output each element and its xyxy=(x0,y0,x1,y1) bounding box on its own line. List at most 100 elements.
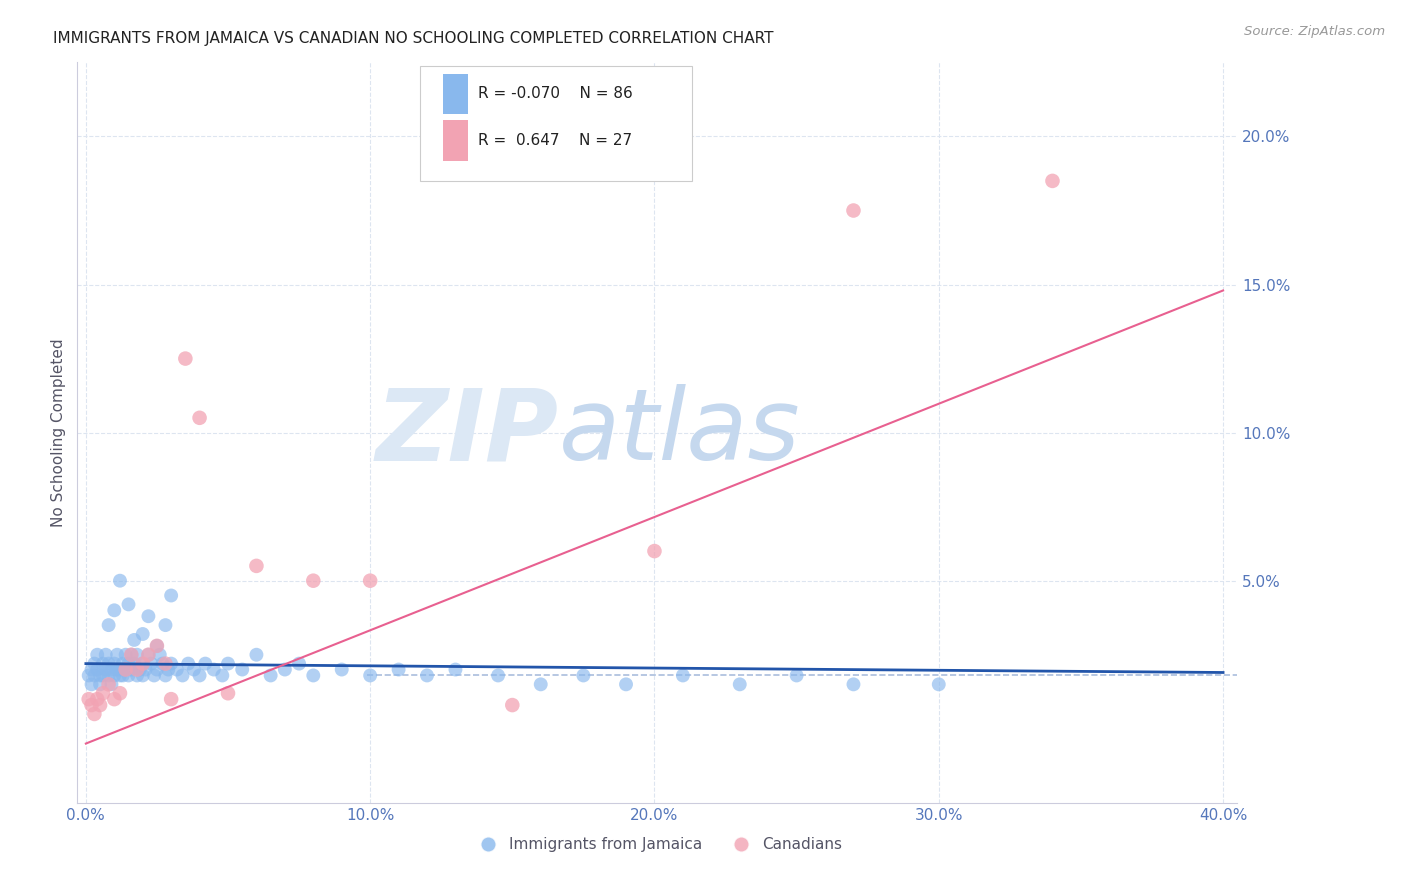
Point xyxy=(108,663,131,677)
Point xyxy=(1042,174,1064,188)
Point xyxy=(132,627,155,641)
Point xyxy=(103,692,125,706)
Point xyxy=(103,603,125,617)
Point xyxy=(80,663,103,677)
Point xyxy=(114,663,136,677)
Point xyxy=(842,677,865,691)
Point xyxy=(122,657,145,671)
Point xyxy=(194,657,217,671)
Point xyxy=(183,663,205,677)
Point xyxy=(122,632,145,647)
Point xyxy=(143,668,166,682)
Point xyxy=(149,648,172,662)
Point xyxy=(100,677,122,691)
Point xyxy=(302,574,325,588)
Point xyxy=(643,544,665,558)
Point xyxy=(188,410,211,425)
Point xyxy=(117,657,139,671)
Point xyxy=(217,657,239,671)
Point xyxy=(80,698,103,712)
Point xyxy=(138,648,160,662)
Point xyxy=(89,698,111,712)
Point xyxy=(114,663,136,677)
Point xyxy=(103,657,125,671)
Point xyxy=(330,663,353,677)
Point xyxy=(105,663,128,677)
Point xyxy=(274,663,297,677)
Point xyxy=(125,663,148,677)
FancyBboxPatch shape xyxy=(443,73,468,114)
Point xyxy=(172,668,194,682)
Point xyxy=(530,677,553,691)
Point xyxy=(211,668,233,682)
Point xyxy=(91,686,114,700)
Point xyxy=(141,657,163,671)
Point xyxy=(83,706,105,721)
Point xyxy=(108,686,131,700)
Point xyxy=(259,668,281,682)
Point xyxy=(105,648,128,662)
Point xyxy=(155,668,177,682)
Point xyxy=(120,648,142,662)
Point xyxy=(80,677,103,691)
Point xyxy=(188,668,211,682)
Point xyxy=(103,668,125,682)
Point xyxy=(86,663,108,677)
Point xyxy=(120,648,142,662)
Point xyxy=(111,657,134,671)
Point xyxy=(359,668,381,682)
Point xyxy=(138,609,160,624)
Point xyxy=(89,677,111,691)
Point xyxy=(166,663,188,677)
Point xyxy=(177,657,200,671)
Point xyxy=(174,351,197,366)
Point xyxy=(132,657,155,671)
Point xyxy=(97,618,120,632)
Text: Source: ZipAtlas.com: Source: ZipAtlas.com xyxy=(1244,25,1385,38)
Point xyxy=(108,574,131,588)
Point xyxy=(146,663,169,677)
Point xyxy=(100,663,122,677)
Text: R = -0.070    N = 86: R = -0.070 N = 86 xyxy=(478,87,633,102)
Point xyxy=(91,668,114,682)
Point xyxy=(86,648,108,662)
Point xyxy=(786,668,808,682)
FancyBboxPatch shape xyxy=(443,120,468,161)
Point xyxy=(125,648,148,662)
Text: ZIP: ZIP xyxy=(375,384,558,481)
Point xyxy=(146,639,169,653)
Point xyxy=(572,668,595,682)
Point xyxy=(97,677,120,691)
Point xyxy=(444,663,467,677)
Point xyxy=(928,677,950,691)
Point xyxy=(89,668,111,682)
Point xyxy=(231,663,253,677)
Point xyxy=(152,657,174,671)
Point xyxy=(217,686,239,700)
Point xyxy=(288,657,311,671)
Point xyxy=(155,618,177,632)
Point xyxy=(97,668,120,682)
Point xyxy=(128,663,150,677)
Point xyxy=(245,648,267,662)
Point xyxy=(94,648,117,662)
Point xyxy=(94,663,117,677)
Point xyxy=(135,663,157,677)
Point xyxy=(114,648,136,662)
Point xyxy=(359,574,381,588)
Point xyxy=(108,668,131,682)
Point xyxy=(120,663,142,677)
Point xyxy=(97,657,120,671)
Point xyxy=(160,589,183,603)
Point xyxy=(155,657,177,671)
Point xyxy=(91,657,114,671)
Point xyxy=(302,668,325,682)
Point xyxy=(138,648,160,662)
Text: R =  0.647    N = 27: R = 0.647 N = 27 xyxy=(478,133,631,148)
Point xyxy=(125,668,148,682)
Point xyxy=(486,668,509,682)
Point xyxy=(160,657,183,671)
Point xyxy=(132,657,155,671)
Point xyxy=(202,663,225,677)
Legend: Immigrants from Jamaica, Canadians: Immigrants from Jamaica, Canadians xyxy=(467,830,848,858)
